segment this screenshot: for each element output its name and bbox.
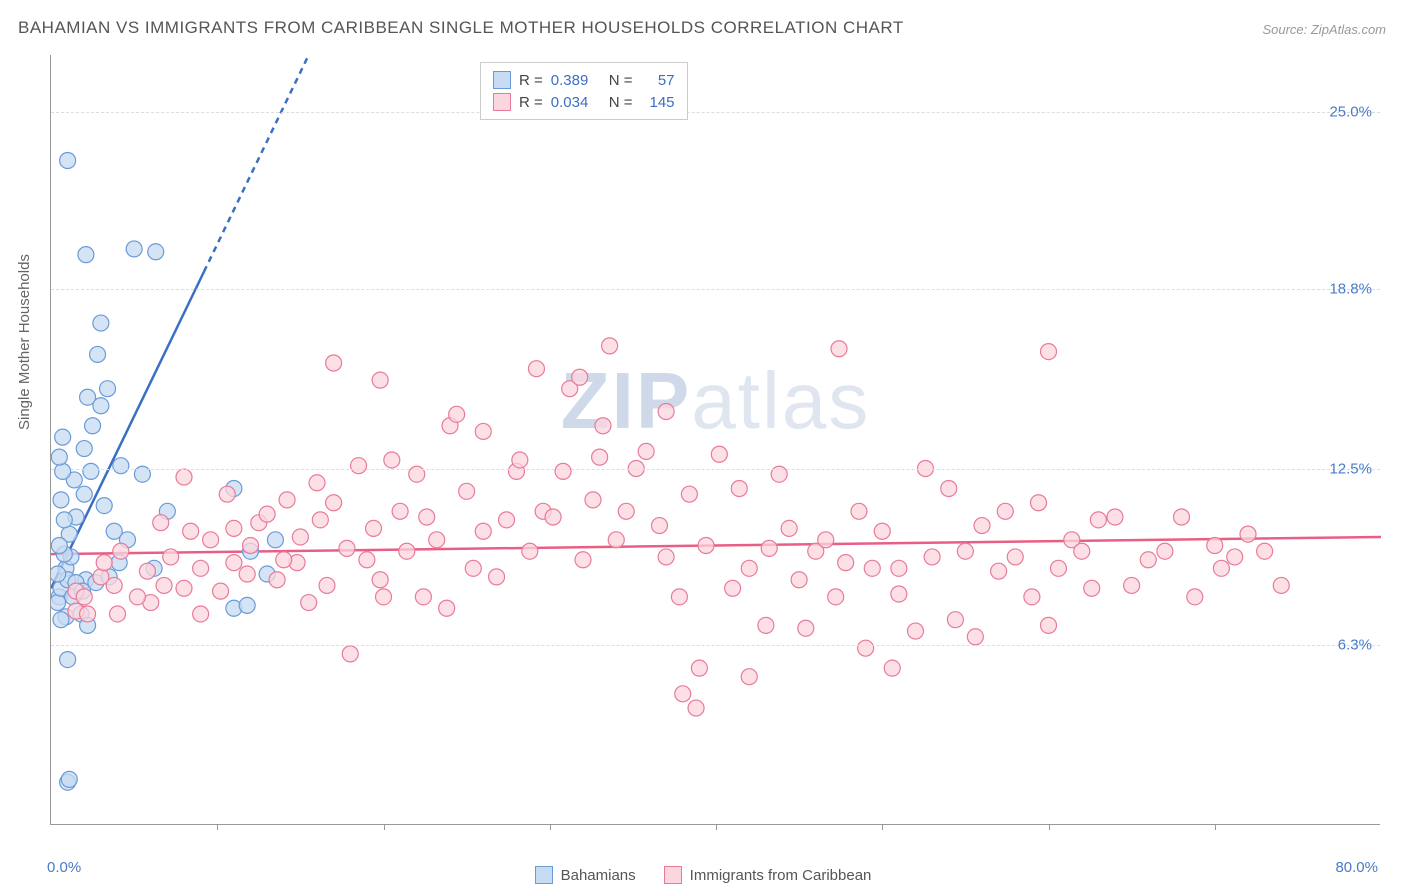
chart-title: BAHAMIAN VS IMMIGRANTS FROM CARIBBEAN SI…: [18, 18, 904, 38]
swatch-caribbean: [493, 93, 511, 111]
stats-box: R = 0.389 N = 57 R = 0.034 N = 145: [480, 62, 688, 120]
legend-item-bahamians: Bahamians: [535, 866, 636, 884]
stats-row-bahamians: R = 0.389 N = 57: [493, 69, 675, 91]
y-grid-label: 25.0%: [1329, 104, 1372, 121]
legend-item-caribbean: Immigrants from Caribbean: [664, 866, 872, 884]
correlation-chart: BAHAMIAN VS IMMIGRANTS FROM CARIBBEAN SI…: [0, 0, 1406, 892]
n-label: N =: [609, 72, 633, 89]
legend-label-bahamians: Bahamians: [561, 867, 636, 884]
y-axis-title: Single Mother Households: [16, 254, 33, 430]
stats-row-caribbean: R = 0.034 N = 145: [493, 91, 675, 113]
r-value-bahamians: 0.389: [551, 72, 601, 89]
swatch-bahamians: [493, 71, 511, 89]
scatter-svg: [51, 55, 1381, 825]
y-grid-label: 12.5%: [1329, 460, 1372, 477]
legend-label-caribbean: Immigrants from Caribbean: [690, 867, 872, 884]
legend: Bahamians Immigrants from Caribbean: [0, 866, 1406, 884]
y-grid-label: 6.3%: [1338, 637, 1372, 654]
source-attribution: Source: ZipAtlas.com: [1262, 22, 1386, 37]
plot-area: ZIPatlas 6.3%12.5%18.8%25.0%0.0%80.0%: [50, 55, 1380, 825]
r-value-caribbean: 0.034: [551, 94, 601, 111]
r-label: R =: [519, 72, 543, 89]
swatch-bahamians: [535, 866, 553, 884]
n-value-bahamians: 57: [641, 72, 675, 89]
r-label: R =: [519, 94, 543, 111]
n-value-caribbean: 145: [641, 94, 675, 111]
swatch-caribbean: [664, 866, 682, 884]
y-grid-label: 18.8%: [1329, 280, 1372, 297]
n-label: N =: [609, 94, 633, 111]
